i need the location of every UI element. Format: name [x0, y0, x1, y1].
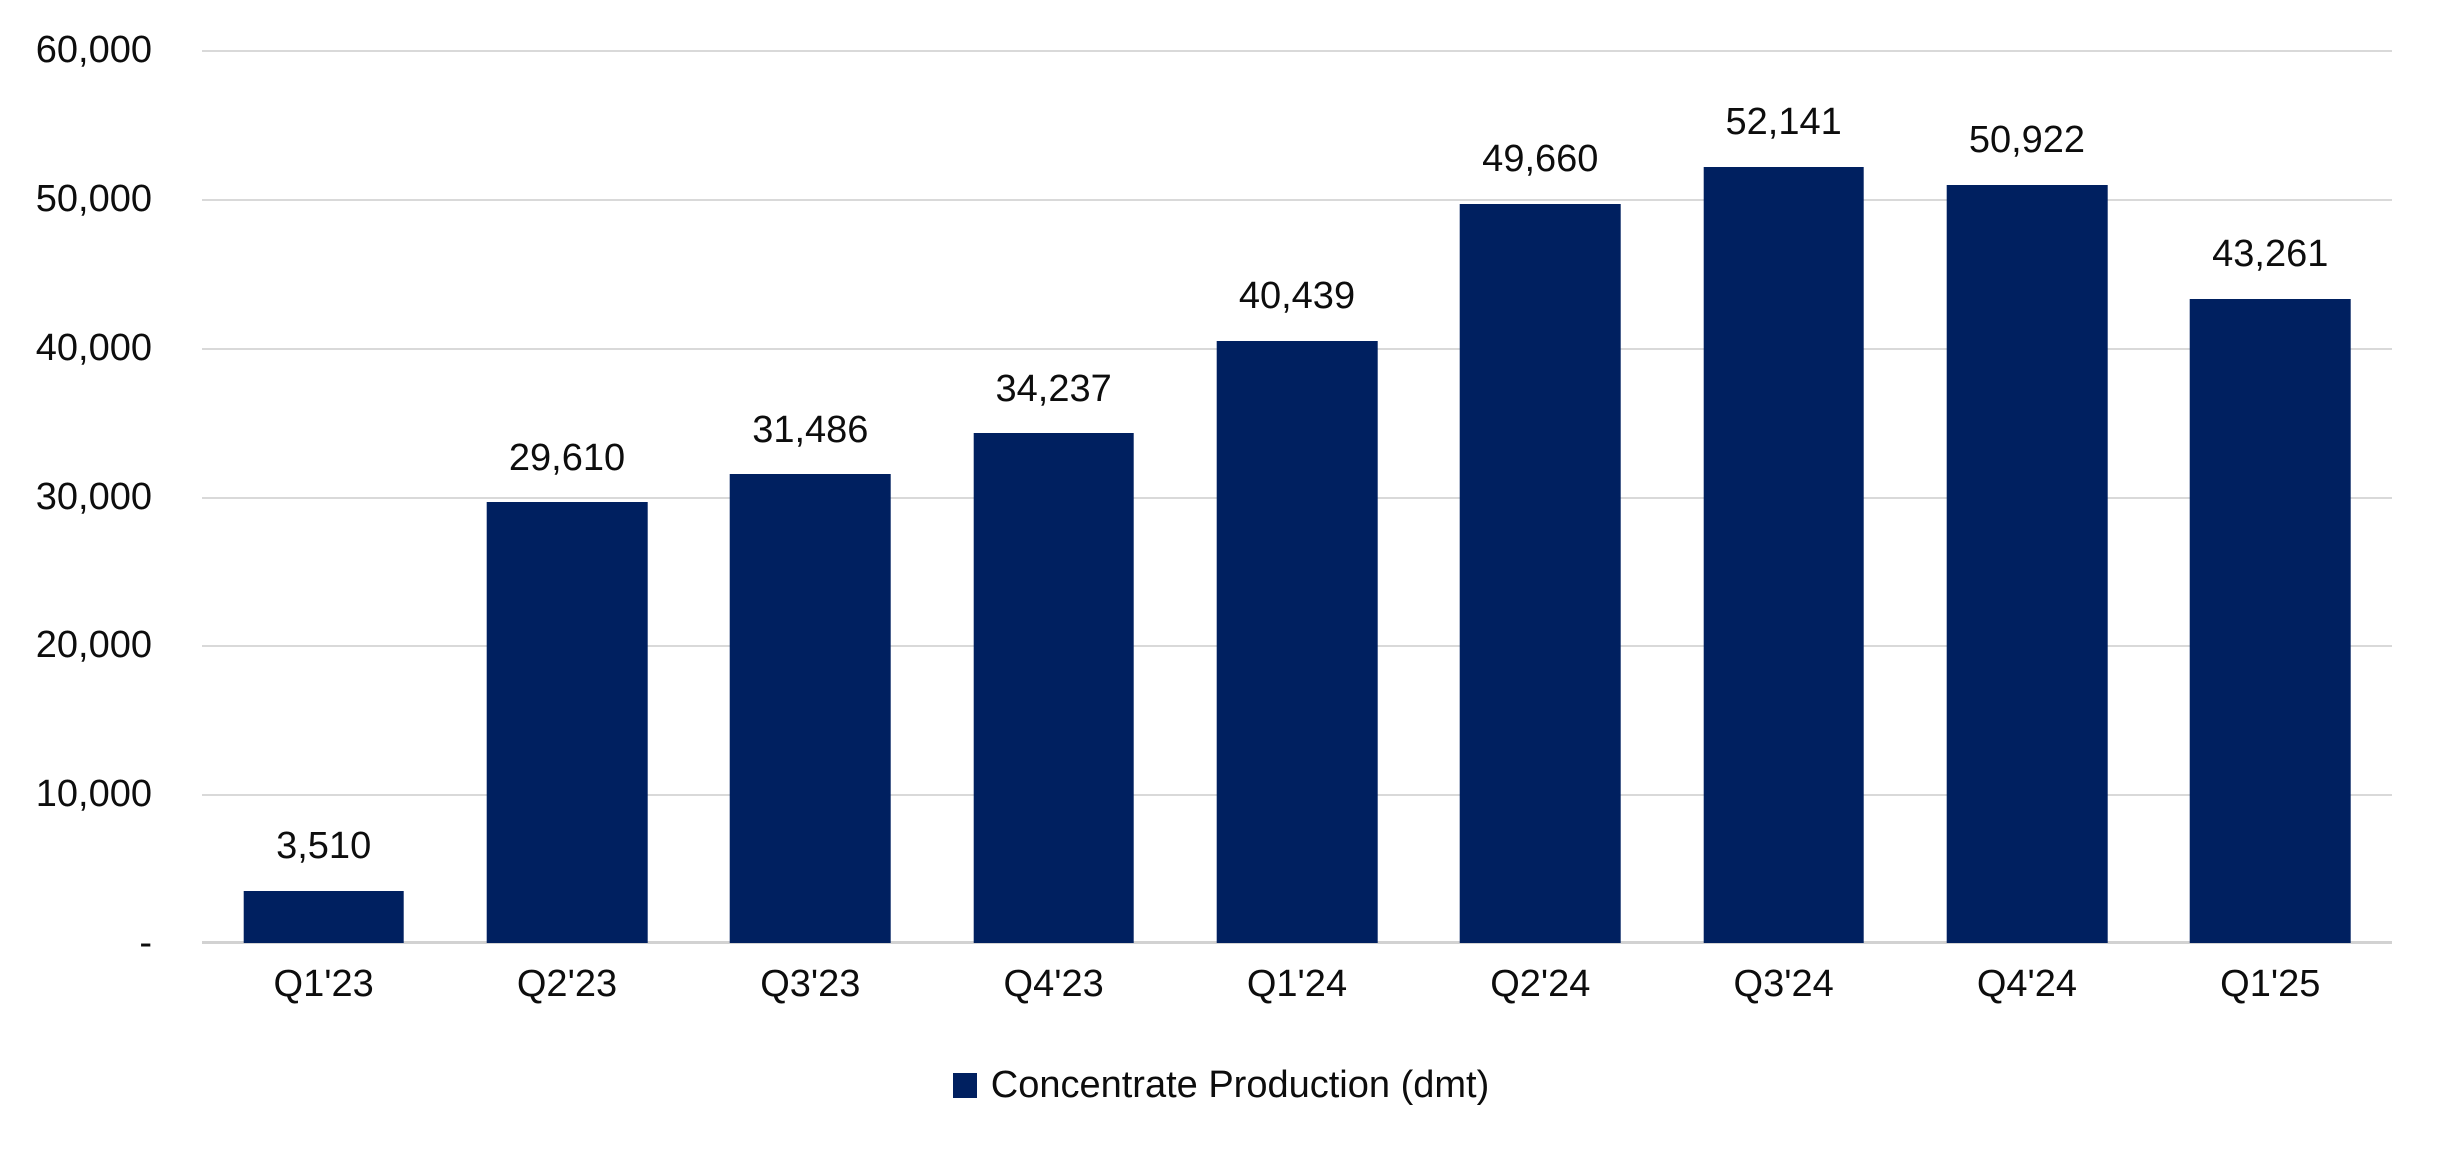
y-tick-label: 40,000 [35, 326, 152, 369]
bar [2189, 299, 2351, 943]
x-tick-label: Q2'24 [1490, 963, 1591, 1005]
bar-value-label: 3,510 [276, 825, 372, 868]
bar [1703, 166, 1864, 943]
gridline [202, 50, 2392, 52]
category-q2-24: 49,660 [1419, 50, 1662, 943]
x-tick-label: Q1'23 [273, 963, 374, 1005]
x-tick-label: Q2'23 [516, 963, 618, 1005]
bar-value-label: 52,141 [1725, 101, 1842, 144]
category-q1-24: 40,439 [1175, 50, 1418, 943]
x-tick-label: Q3'23 [760, 963, 861, 1005]
category-q1-23: 3,510 [202, 50, 445, 943]
plot-area: 3,510 29,610 31,486 34,237 40,439 49,660 52,14… [202, 50, 2392, 944]
bar [1946, 185, 2108, 943]
x-tick-label: Q4'23 [1003, 963, 1104, 1005]
bar [486, 502, 648, 943]
gridline [202, 198, 2392, 201]
legend-swatch-icon [952, 1072, 977, 1098]
bar-value-label: 40,439 [1238, 275, 1356, 318]
y-tick-label: - [139, 922, 152, 964]
x-tick-label: Q4'24 [1976, 963, 2078, 1005]
x-tick-label: Q1'24 [1246, 963, 1348, 1005]
y-axis: 60,000 50,000 40,000 30,000 20,000 10,000 - [0, 31, 152, 962]
bar [243, 890, 404, 943]
bar-value-label: 49,660 [1482, 138, 1599, 181]
category-q4-23: 34,237 [932, 50, 1175, 943]
x-tick-label: Q3'24 [1733, 963, 1834, 1005]
legend: Concentrate Production (dmt) [0, 1060, 2442, 1110]
bar [973, 433, 1134, 943]
category-q3-23: 31,486 [689, 50, 932, 943]
bars-container: 3,510 29,610 31,486 34,237 40,439 49,660 52,14… [202, 50, 2392, 943]
x-tick-label: Q1'25 [2220, 963, 2321, 1005]
category-q1-25: 43,261 [2149, 50, 2392, 943]
y-tick-label: 30,000 [35, 475, 152, 518]
bar [1460, 203, 1621, 943]
bar-value-label: 29,610 [508, 436, 626, 479]
y-tick-label: 50,000 [35, 177, 152, 220]
bar [730, 474, 891, 943]
y-tick-label: 10,000 [35, 773, 152, 816]
bar-value-label: 43,261 [2212, 233, 2329, 276]
category-q3-24: 52,141 [1662, 50, 1905, 943]
category-q2-23: 29,610 [445, 50, 688, 943]
y-tick-label: 20,000 [35, 624, 152, 667]
y-tick-label: 60,000 [35, 29, 152, 71]
bar [1216, 341, 1378, 943]
bar-value-label: 31,486 [752, 408, 869, 451]
bar-value-label: 50,922 [1968, 119, 2086, 162]
bar-value-label: 34,237 [995, 367, 1112, 410]
legend-label: Concentrate Production (dmt) [990, 1064, 1490, 1106]
category-q4-24: 50,922 [1905, 50, 2148, 943]
x-axis: Q1'23 Q2'23 Q3'23 Q4'23 Q1'24 Q2'24 Q3'24 Q4'24… [202, 962, 2392, 1008]
